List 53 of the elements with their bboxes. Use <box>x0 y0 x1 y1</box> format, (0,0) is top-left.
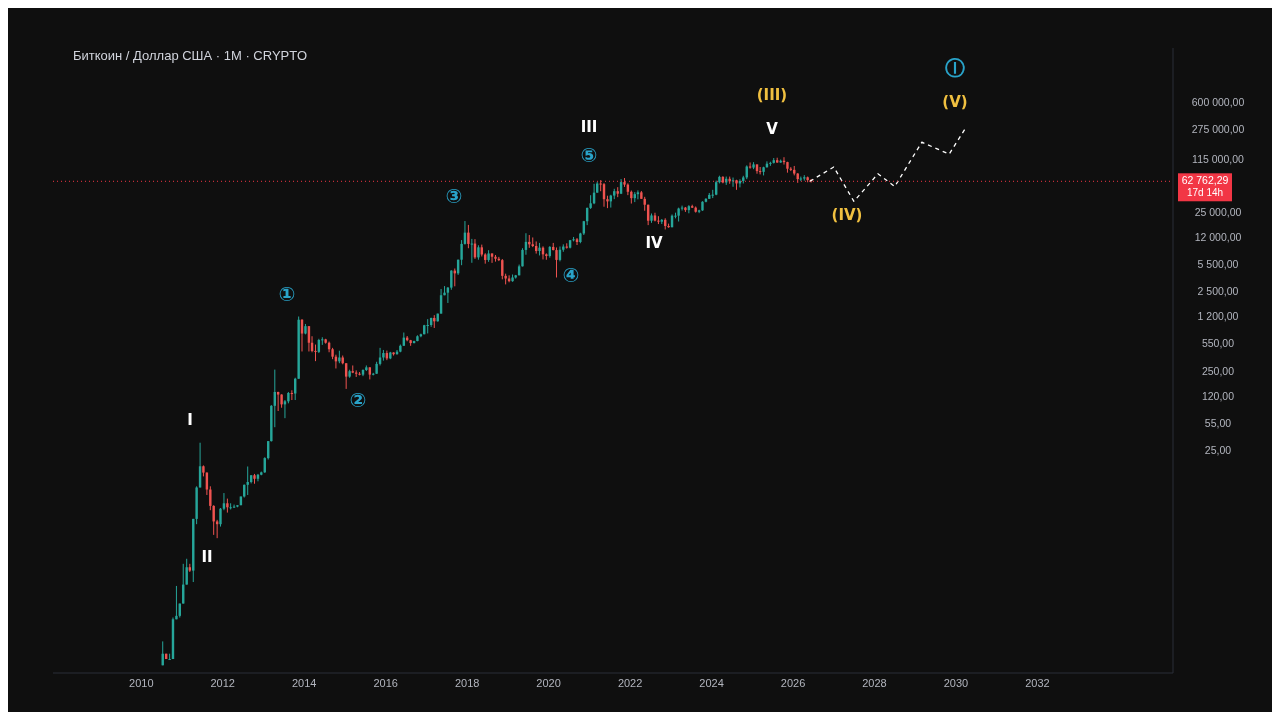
annotation: II <box>201 547 213 566</box>
y-tick-label: 600 000,00 <box>1191 96 1245 109</box>
annotation: (V) <box>942 92 968 111</box>
y-tick-label: 5 500,00 <box>1197 257 1239 270</box>
x-tick-label: 2030 <box>943 676 969 689</box>
candlestick <box>501 258 504 280</box>
y-tick-label: 1 200,00 <box>1197 310 1239 323</box>
candlestick <box>290 389 294 401</box>
y-tick-label: 115 000,00 <box>1192 153 1245 166</box>
ref-line-label: 62 762,29 <box>1181 174 1229 187</box>
annotation: (IV) <box>831 205 863 224</box>
annotation: I <box>187 410 193 429</box>
annotation: ① <box>278 281 296 306</box>
candlestick <box>168 653 171 661</box>
y-tick-label: 275 000,00 <box>1191 123 1245 136</box>
chart-title: Биткоин / Доллар США · 1M · CRYPTO <box>73 48 308 64</box>
candlestick <box>467 224 470 249</box>
annotation: ⑤ <box>580 142 598 167</box>
x-tick-label: 2024 <box>699 676 724 689</box>
annotation: Ⓘ <box>945 55 965 80</box>
y-tick-label: 120,00 <box>1201 389 1235 402</box>
candlestick <box>748 161 752 170</box>
x-tick-label: 2014 <box>292 676 317 689</box>
x-tick-label: 2026 <box>780 676 806 689</box>
candlestick <box>185 558 188 586</box>
y-tick-label: 25 000,00 <box>1194 205 1242 218</box>
x-tick-label: 2022 <box>617 676 643 689</box>
y-tick-label: 55,00 <box>1204 416 1232 429</box>
candlestick <box>246 465 249 496</box>
candlestick <box>426 318 429 334</box>
y-tick-label: 25,00 <box>1204 443 1232 456</box>
x-tick-label: 2018 <box>454 676 480 689</box>
candlestick <box>555 246 558 278</box>
candlestick <box>758 166 762 175</box>
y-tick-label: 550,00 <box>1201 337 1235 350</box>
annotation: V <box>766 119 779 138</box>
y-tick-label: 12 000,00 <box>1194 231 1242 244</box>
annotation: ④ <box>562 262 580 287</box>
x-tick-label: 2032 <box>1025 676 1050 689</box>
annotation: (III) <box>756 85 788 104</box>
annotation: ② <box>349 387 367 412</box>
annotation: III <box>580 117 598 136</box>
x-tick-label: 2010 <box>129 676 154 689</box>
y-tick-label: 2 500,00 <box>1197 285 1239 298</box>
candlestick <box>175 585 178 620</box>
x-tick-label: 2020 <box>536 676 561 689</box>
annotation: ③ <box>445 183 463 208</box>
annotation: IV <box>645 233 663 252</box>
text: 17d 14h <box>1186 186 1224 198</box>
x-tick-label: 2016 <box>373 676 398 689</box>
x-tick-label: 2028 <box>862 676 887 689</box>
x-tick-label: 2012 <box>210 676 235 689</box>
y-tick-label: 250,00 <box>1201 364 1235 377</box>
